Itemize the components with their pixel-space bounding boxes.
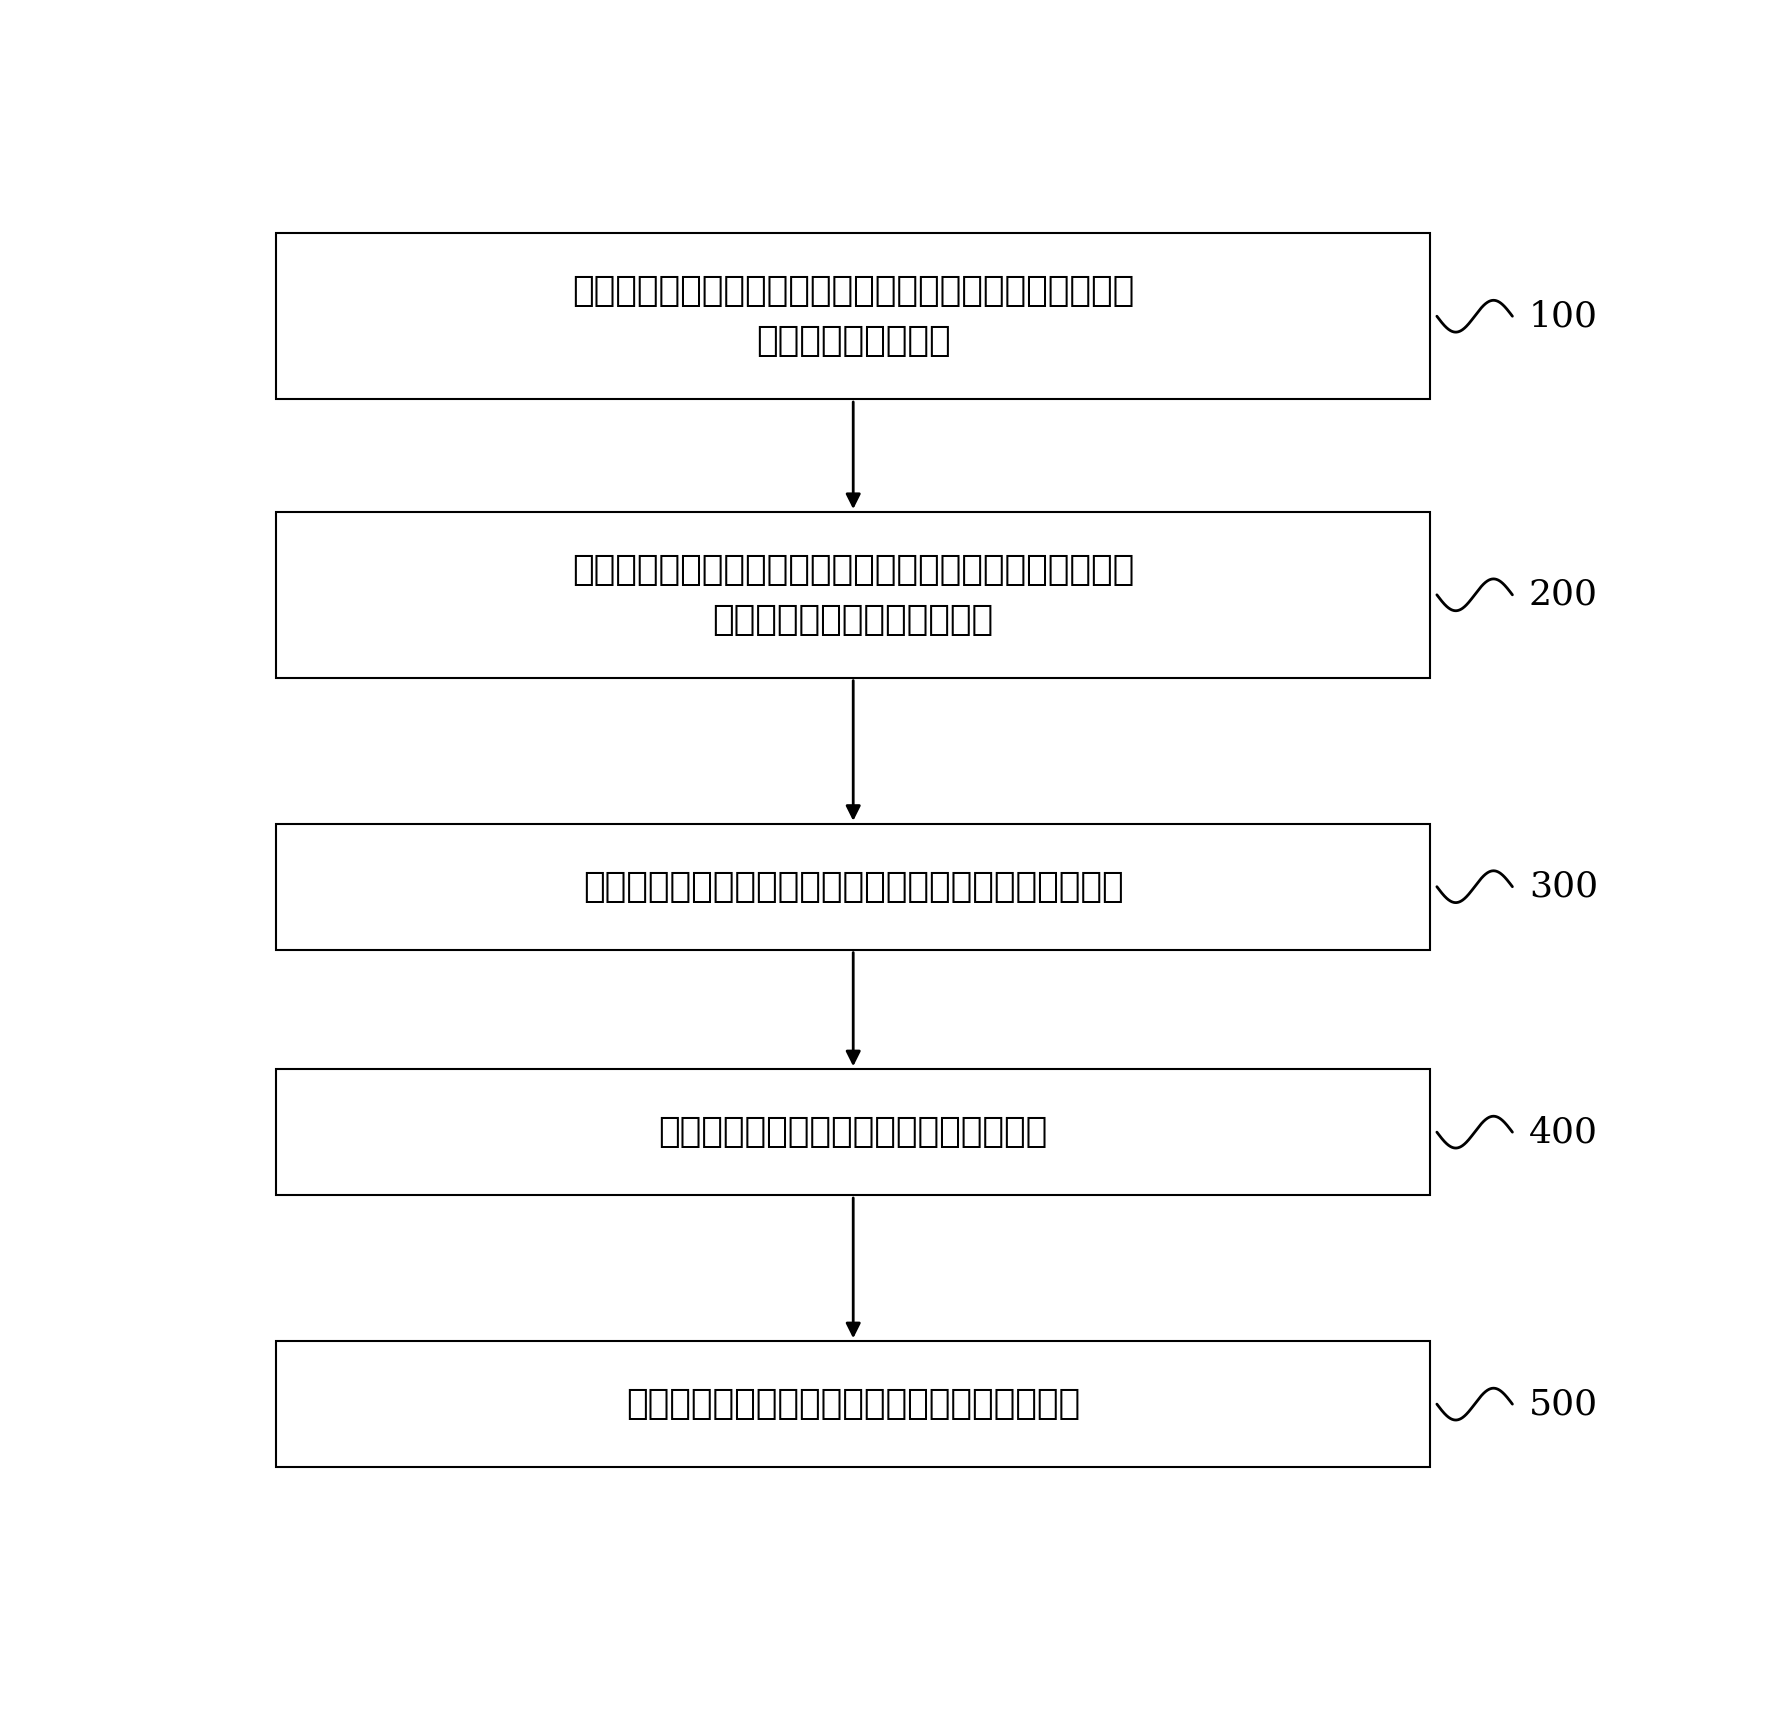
Bar: [276, 512, 1430, 677]
Text: 100: 100: [1529, 300, 1598, 333]
Bar: [276, 1340, 1430, 1468]
Bar: [276, 824, 1430, 949]
Text: 获取玩家针对游戏礼包的历史购买记录，并根据历史购买记
录确定复购偏好向量: 获取玩家针对游戏礼包的历史购买记录，并根据历史购买记 录确定复购偏好向量: [572, 274, 1134, 358]
Text: 基于协同偏好向量和复购偏好向量确定玩家道具偏好向量: 基于协同偏好向量和复购偏好向量确定玩家道具偏好向量: [583, 870, 1123, 903]
Bar: [276, 1068, 1430, 1196]
Text: 500: 500: [1529, 1387, 1598, 1421]
Text: 400: 400: [1529, 1115, 1598, 1149]
Text: 确定预设数量个相似玩家，并基于预设数量个相似玩家的复
购偏好向量确定协同偏好向量: 确定预设数量个相似玩家，并基于预设数量个相似玩家的复 购偏好向量确定协同偏好向量: [572, 553, 1134, 638]
Text: 200: 200: [1529, 577, 1598, 612]
Text: 300: 300: [1529, 870, 1598, 903]
Text: 基于道具推荐组合向玩家的用户端推送游戏礼包: 基于道具推荐组合向玩家的用户端推送游戏礼包: [626, 1387, 1081, 1421]
Bar: [276, 233, 1430, 400]
Text: 基于玩家道具偏好向量确定道具推荐组合: 基于玩家道具偏好向量确定道具推荐组合: [659, 1115, 1047, 1149]
